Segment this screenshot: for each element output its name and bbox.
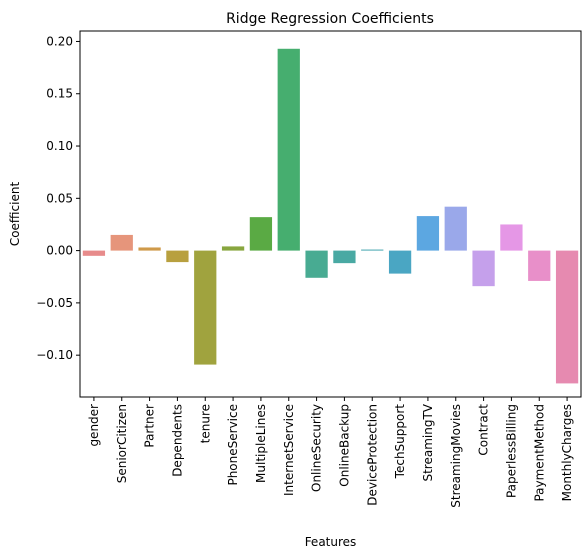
- bar-StreamingTV: [416, 216, 440, 251]
- bar-MultipleLines: [249, 217, 273, 251]
- bar-tenure: [194, 250, 217, 365]
- y-tick-label: 0.05: [46, 191, 73, 205]
- bar-OnlineSecurity: [305, 250, 328, 278]
- y-tick-label: 0.20: [46, 34, 73, 48]
- chart-title: Ridge Regression Coefficients: [226, 11, 434, 27]
- bar-PaymentMethod: [528, 250, 551, 281]
- x-tick-label: gender: [87, 404, 101, 447]
- x-tick-label: TechSupport: [393, 404, 407, 480]
- bar-DeviceProtection: [361, 249, 384, 251]
- plot-frame: [79, 30, 582, 398]
- x-tick-label: tenure: [198, 404, 212, 443]
- x-tick-label: PhoneService: [226, 404, 240, 486]
- y-tick-label: 0.00: [46, 244, 73, 258]
- y-axis: −0.10 −0.05 0.00 0.05 0.10 0.15 0.20: [36, 34, 80, 362]
- x-tick-label: PaperlessBilling: [504, 404, 518, 498]
- bar-OnlineBackup: [333, 250, 356, 264]
- x-tick-label: InternetService: [282, 404, 296, 496]
- bar-SeniorCitizen: [110, 234, 133, 251]
- x-axis-label: Features: [305, 535, 357, 549]
- bar-gender: [82, 250, 106, 256]
- bars-group: [82, 48, 579, 384]
- bar-TechSupport: [388, 250, 412, 274]
- bar-InternetService: [277, 48, 300, 251]
- x-tick-label: Contract: [477, 404, 491, 456]
- x-tick-label: SeniorCitizen: [115, 404, 129, 483]
- y-tick-label: 0.10: [46, 139, 73, 153]
- x-tick-label: MonthlyCharges: [560, 404, 574, 501]
- bar-PhoneService: [221, 246, 245, 251]
- bar-Contract: [472, 250, 495, 287]
- y-tick-label: −0.05: [36, 296, 73, 310]
- x-tick-label: StreamingTV: [421, 403, 435, 481]
- x-tick-label: OnlineBackup: [337, 404, 351, 487]
- y-tick-label: −0.10: [36, 348, 73, 362]
- x-tick-label: Dependents: [170, 404, 184, 477]
- bar-PaperlessBilling: [500, 224, 523, 251]
- x-tick-label: PaymentMethod: [532, 404, 546, 502]
- x-tick-label: MultipleLines: [254, 404, 268, 483]
- y-axis-label: Coefficient: [8, 182, 22, 247]
- x-axis: gender SeniorCitizen Partner Dependents tenu…: [87, 397, 574, 508]
- x-tick-label: StreamingMovies: [449, 404, 463, 508]
- x-tick-label: Partner: [143, 404, 157, 448]
- x-tick-label: DeviceProtection: [365, 404, 379, 506]
- bar-StreamingMovies: [444, 206, 467, 251]
- bar-MonthlyCharges: [555, 250, 579, 384]
- y-tick-label: 0.15: [46, 87, 73, 101]
- bar-Dependents: [166, 250, 189, 263]
- bar-Partner: [138, 247, 161, 251]
- x-tick-label: OnlineSecurity: [310, 404, 324, 492]
